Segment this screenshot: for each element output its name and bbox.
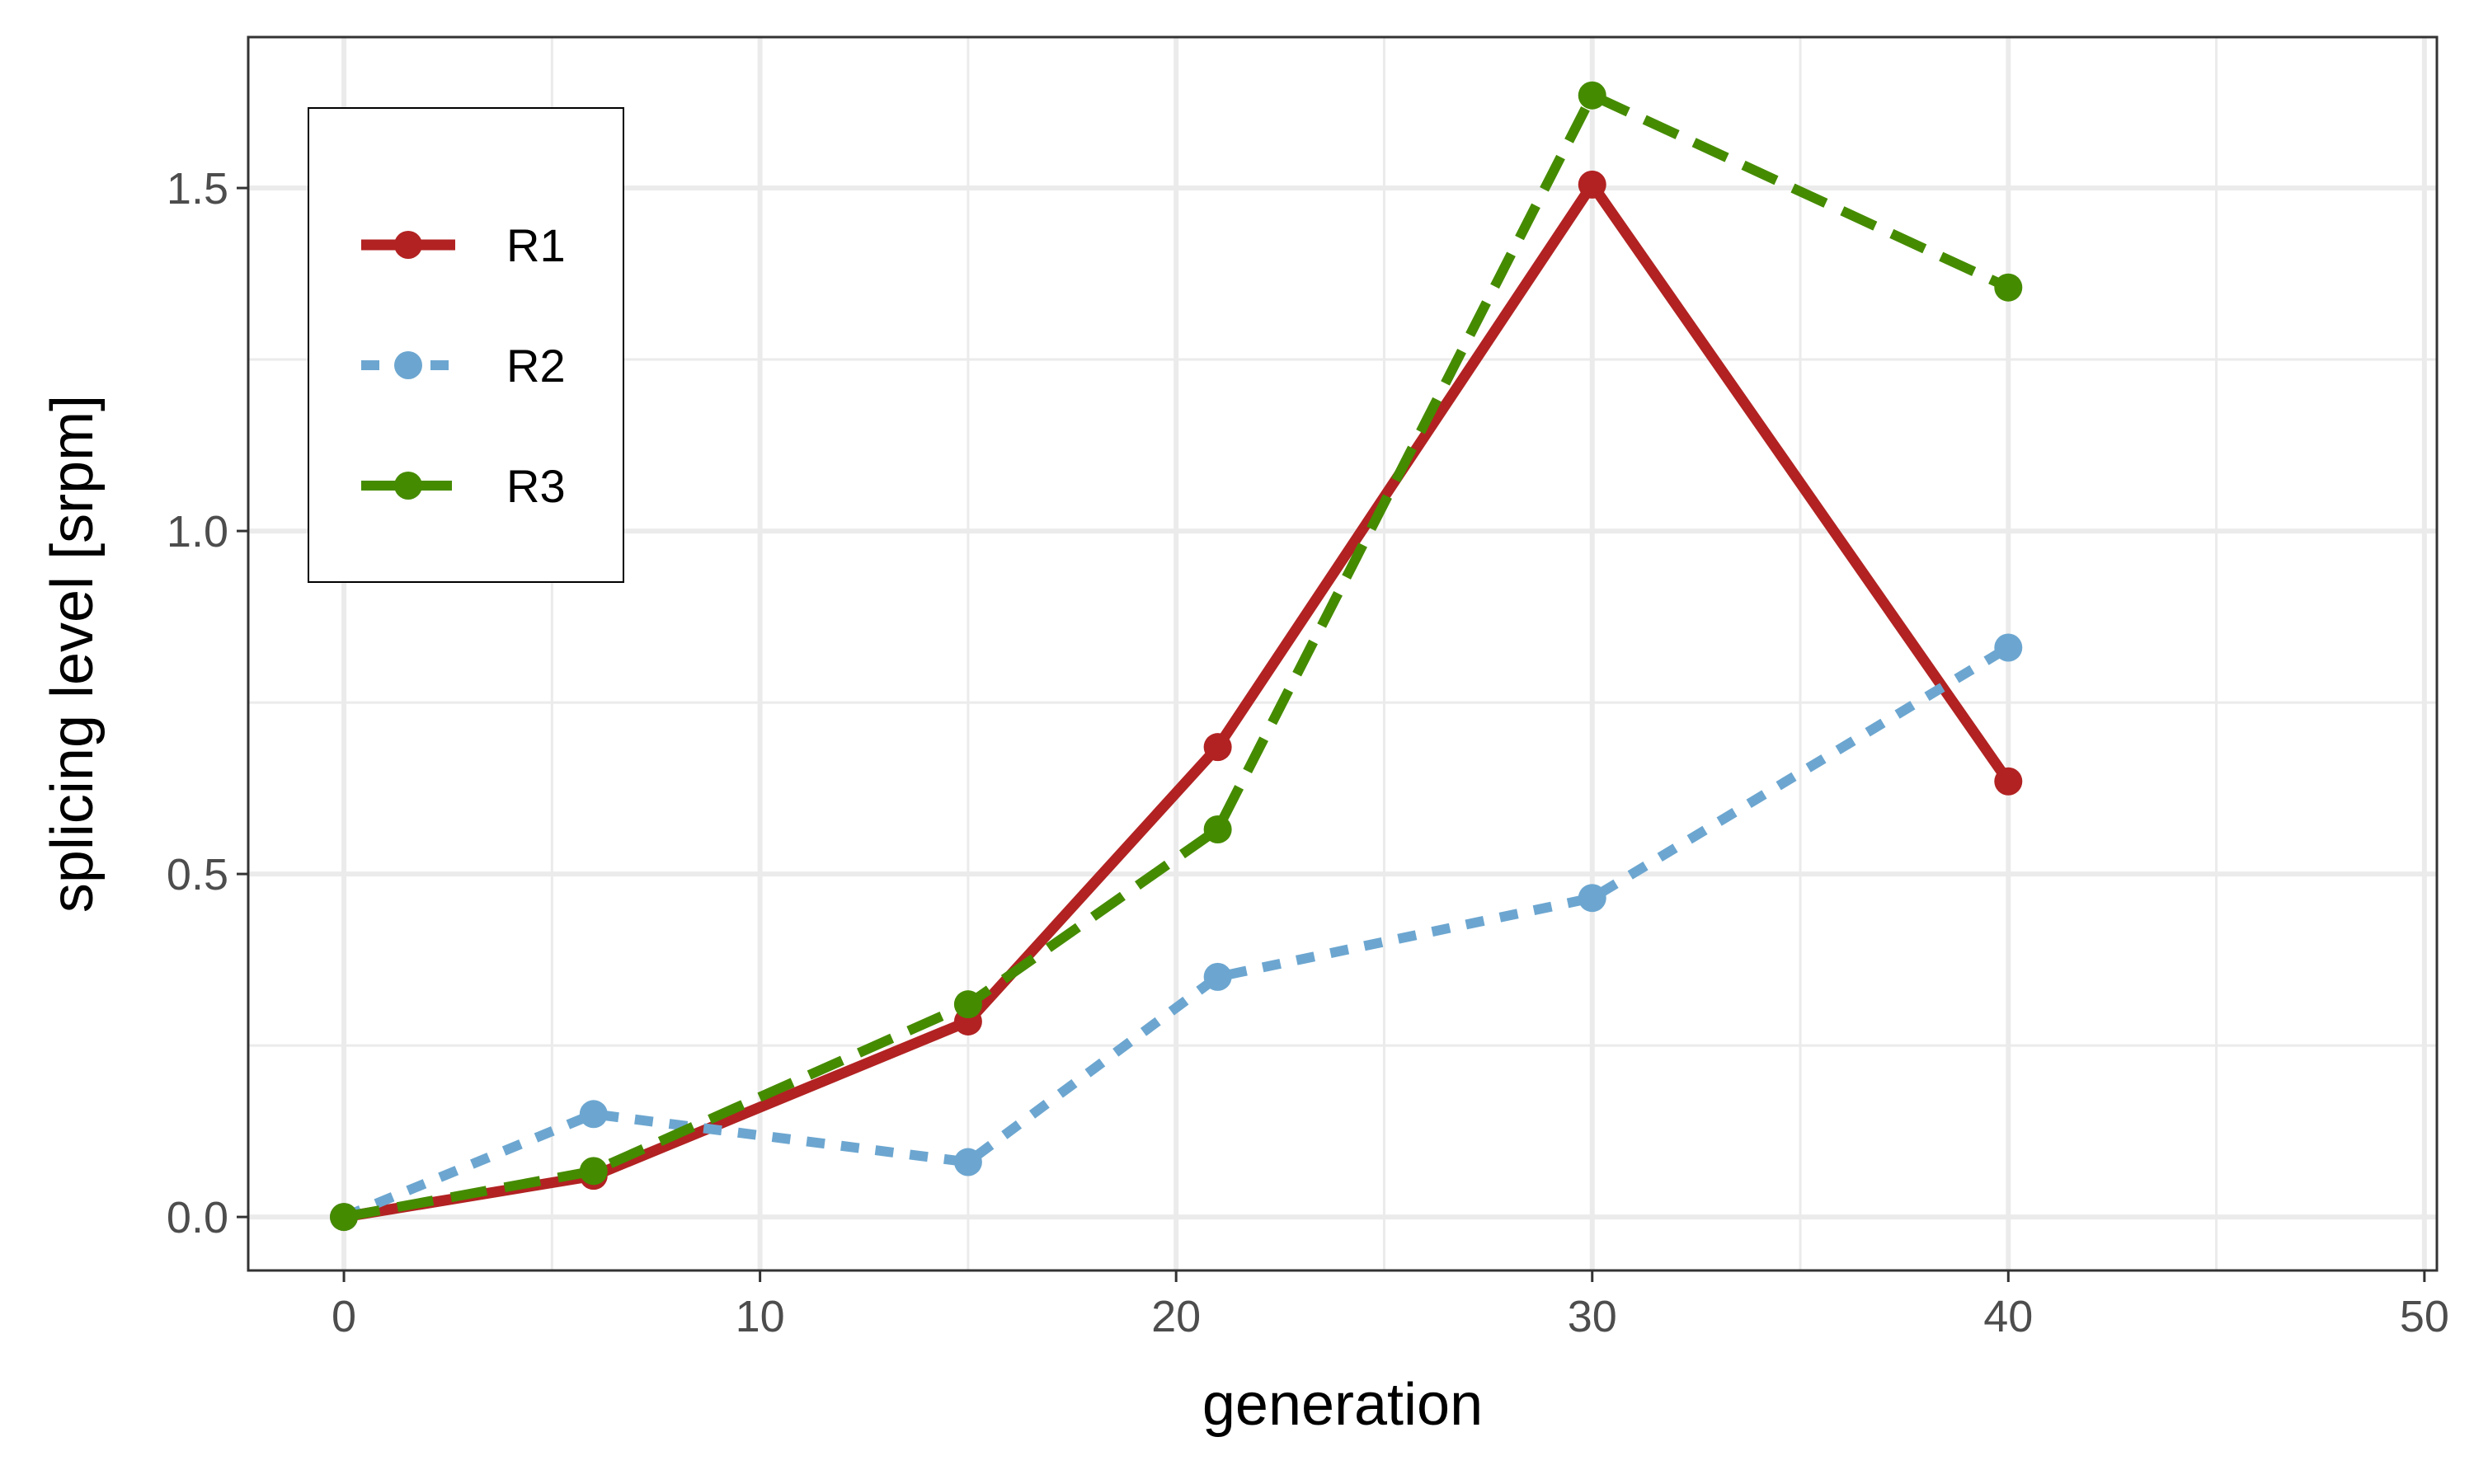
x-tick-label: 40 — [1983, 1292, 2033, 1341]
legend-label: R1 — [506, 219, 566, 271]
y-axis: 0.0 0.5 1.0 1.5 — [167, 164, 248, 1242]
data-point-r3 — [330, 1203, 359, 1232]
x-tick-label: 10 — [736, 1292, 785, 1341]
series-line-r3 — [342, 90, 2011, 1223]
data-point-r1 — [1578, 170, 1606, 199]
legend-label: R3 — [506, 460, 566, 512]
data-point-r3 — [1578, 81, 1606, 110]
x-tick-label: 30 — [1568, 1292, 1617, 1341]
y-tick-label: 0.0 — [167, 1193, 228, 1242]
legend-key-marker — [394, 472, 422, 500]
y-tick-label: 1.5 — [167, 164, 228, 214]
data-point-r2 — [579, 1100, 608, 1129]
data-point-r3 — [1203, 815, 1232, 844]
data-point-r2 — [953, 1148, 982, 1176]
series-layer — [330, 81, 2023, 1232]
legend-item-r2: R2 — [361, 340, 566, 392]
legend-item-r1: R1 — [361, 219, 566, 271]
series-line-r2 — [341, 643, 2011, 1222]
data-point-r2 — [1578, 884, 1606, 913]
series-line-r1 — [342, 179, 2013, 1223]
legend-key-marker — [394, 351, 422, 379]
y-tick-label: 1.0 — [167, 507, 228, 556]
legend-box — [308, 107, 624, 583]
x-axis: 0 10 20 30 40 50 — [332, 1270, 2449, 1341]
legend-item-r3: R3 — [361, 460, 566, 512]
x-tick-label: 20 — [1151, 1292, 1201, 1341]
data-point-r3 — [953, 990, 982, 1019]
data-point-r3 — [1994, 273, 2023, 302]
x-tick-label: 50 — [2400, 1292, 2449, 1341]
series-r3 — [330, 81, 2023, 1232]
legend-label: R2 — [506, 340, 566, 392]
x-axis-title: generation — [1202, 1372, 1483, 1438]
data-point-r2 — [1203, 962, 1232, 991]
data-point-r3 — [579, 1157, 608, 1186]
x-tick-label: 0 — [332, 1292, 356, 1341]
y-axis-title: splicing level [srpm] — [40, 395, 106, 913]
plot-border — [247, 35, 2439, 1272]
y-tick-label: 0.5 — [167, 850, 228, 899]
legend: R1 R2 R3 — [308, 107, 624, 583]
data-point-r1 — [1994, 767, 2023, 796]
legend-key-marker — [394, 231, 422, 259]
data-point-r1 — [1203, 733, 1232, 762]
data-point-r2 — [1994, 633, 2023, 662]
